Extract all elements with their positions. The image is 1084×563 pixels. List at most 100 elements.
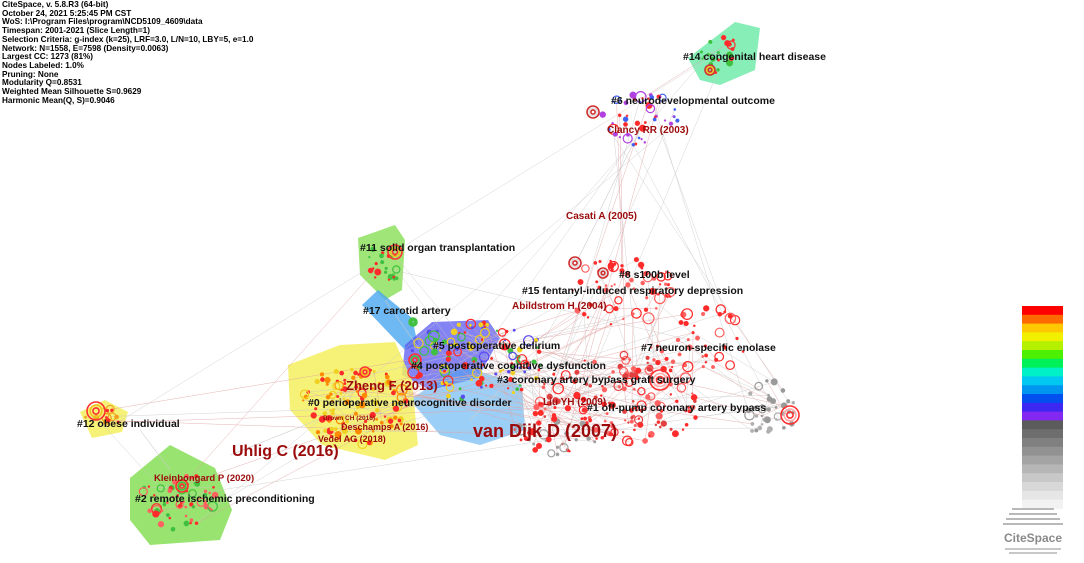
- network-edge: [657, 346, 671, 371]
- network-node: [454, 346, 460, 351]
- network-node: [334, 380, 344, 391]
- network-node: [405, 404, 408, 407]
- network-node: [663, 271, 673, 281]
- cluster-label-obese-individual: #12 obese individual: [77, 418, 180, 430]
- network-node: [386, 379, 392, 385]
- network-edge: [549, 381, 575, 436]
- network-node: [374, 407, 380, 413]
- network-node: [682, 361, 694, 373]
- network-node: [579, 420, 586, 428]
- metadata-line: Pruning: None: [2, 69, 59, 79]
- network-edge: [386, 268, 689, 340]
- network-edge: [373, 371, 382, 423]
- network-edge: [756, 400, 774, 417]
- network-edge: [535, 340, 610, 378]
- network-node: [782, 425, 786, 430]
- metadata-line: CiteSpace, v. 5.8.R3 (64-bit): [2, 0, 109, 9]
- network-node: [483, 325, 487, 328]
- legend-swatch: [1022, 438, 1063, 448]
- network-node: [534, 376, 539, 381]
- network-node: [490, 356, 494, 360]
- key-node-ring: [786, 411, 794, 419]
- network-edge: [535, 413, 613, 427]
- metadata-line: Weighted Mean Silhouette S=0.9629: [2, 87, 142, 97]
- network-node: [754, 428, 759, 433]
- network-node: [703, 305, 710, 312]
- key-node-ring: [412, 357, 418, 363]
- network-node: [637, 136, 641, 140]
- network-edge: [605, 370, 650, 422]
- bridge-edge: [574, 214, 601, 266]
- author-label-van-dijk: van Dijk D (2007): [473, 421, 617, 441]
- network-node: [608, 375, 611, 379]
- network-node: [391, 390, 396, 396]
- network-node: [330, 399, 334, 403]
- network-node: [586, 316, 590, 319]
- network-node: [613, 306, 619, 312]
- network-node: [511, 390, 516, 395]
- key-node-ring: [408, 317, 418, 327]
- key-node-ring: [598, 268, 608, 278]
- network-node: [770, 398, 777, 405]
- network-node: [754, 414, 759, 418]
- network-node: [624, 270, 631, 277]
- network-node: [189, 521, 192, 525]
- network-node: [147, 508, 152, 514]
- network-nodes: [84, 34, 800, 532]
- network-node: [625, 438, 634, 447]
- citespace-logo: CiteSpace: [1003, 508, 1063, 554]
- network-node: [564, 405, 572, 412]
- network-node: [610, 284, 613, 288]
- network-edge: [209, 259, 637, 509]
- network-node: [670, 359, 676, 364]
- network-node: [369, 411, 376, 419]
- network-node: [371, 429, 375, 433]
- key-node-ring: [409, 318, 417, 326]
- network-node: [183, 520, 190, 527]
- network-node: [625, 282, 631, 288]
- author-label-abildstrom: Abildstrom H (2004): [512, 301, 606, 312]
- network-node: [654, 423, 658, 427]
- network-edge: [584, 314, 591, 421]
- network-node: [686, 338, 690, 342]
- network-node: [438, 349, 442, 352]
- network-node: [600, 435, 605, 440]
- network-edge: [648, 318, 690, 412]
- network-node: [690, 404, 696, 410]
- network-node: [631, 399, 635, 403]
- network-node: [394, 276, 399, 281]
- network-node: [543, 407, 547, 411]
- network-node: [392, 402, 403, 413]
- network-node: [654, 307, 658, 310]
- network-node: [678, 320, 684, 325]
- network-node: [479, 385, 483, 389]
- network-node: [672, 115, 675, 118]
- network-edge: [479, 339, 501, 372]
- network-node: [353, 411, 358, 416]
- network-node: [624, 377, 634, 387]
- network-node: [367, 441, 372, 446]
- network-node: [660, 420, 667, 427]
- legend-swatch: [1022, 376, 1063, 386]
- network-edge: [524, 363, 586, 419]
- network-edge: [642, 39, 734, 99]
- legend-swatch: [1022, 446, 1063, 456]
- network-node: [572, 378, 578, 384]
- network-node: [774, 405, 778, 409]
- network-edge: [468, 310, 578, 344]
- network-node: [430, 348, 439, 356]
- network-node: [377, 381, 382, 385]
- network-edge: [539, 351, 630, 360]
- legend-swatch: [1022, 323, 1063, 333]
- network-edge: [563, 96, 661, 448]
- network-node: [343, 378, 347, 382]
- network-node: [716, 58, 721, 62]
- network-node: [703, 344, 708, 348]
- key-node-ring: [387, 244, 403, 260]
- network-edge: [576, 362, 658, 396]
- cluster-label-perioperative-neurocognitive: #0 perioperative neurocognitive disorder: [308, 397, 512, 409]
- network-edge: [172, 402, 794, 498]
- network-node: [343, 382, 347, 386]
- network-node: [603, 287, 609, 293]
- network-node: [571, 288, 575, 292]
